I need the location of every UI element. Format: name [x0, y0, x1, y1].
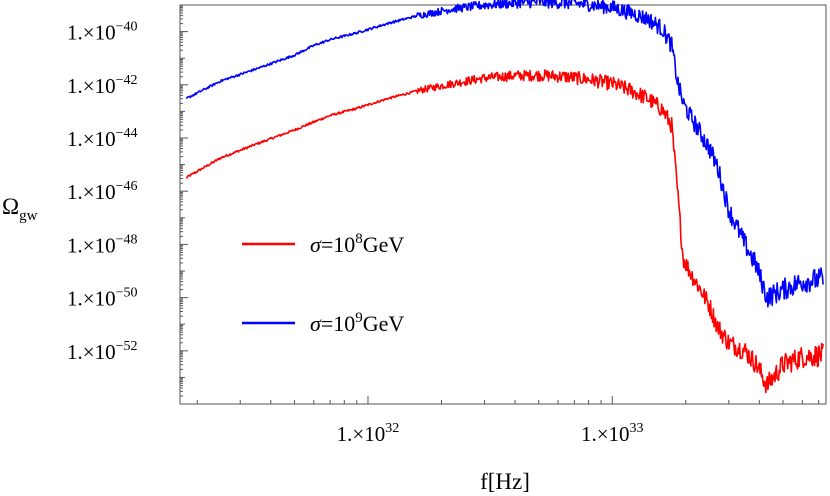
x-tick-label: 1.×1032 — [337, 421, 400, 446]
legend-label-0: σ=108GeV — [310, 231, 404, 257]
x-axis-label: f[Hz] — [480, 469, 530, 494]
x-axis: 1.×1032 1.×1033 — [196, 396, 820, 446]
y-axis: 1.×10−40 1.×10−42 1.×10−44 1.×10−46 1.×10−48… — [67, 5, 188, 405]
x-tick-label: 1.×1033 — [581, 421, 644, 446]
series-line-0 — [185, 69, 824, 394]
y-tick-label: 1.×10−48 — [67, 232, 138, 257]
y-tick-label: 1.×10−40 — [67, 20, 138, 45]
y-tick-label: 1.×10−50 — [67, 286, 138, 311]
series-layer — [185, 0, 824, 394]
y-tick-label: 1.×10−46 — [67, 179, 138, 204]
y-axis-label: Ωgw — [2, 194, 38, 224]
y-tick-label: 1.×10−44 — [67, 126, 138, 151]
y-tick-label: 1.×10−42 — [67, 73, 138, 98]
legend: σ=108GeV σ=109GeV — [242, 231, 404, 336]
y-tick-label: 1.×10−52 — [67, 339, 138, 364]
legend-label-1: σ=109GeV — [310, 310, 404, 336]
series-line-1 — [185, 0, 824, 308]
